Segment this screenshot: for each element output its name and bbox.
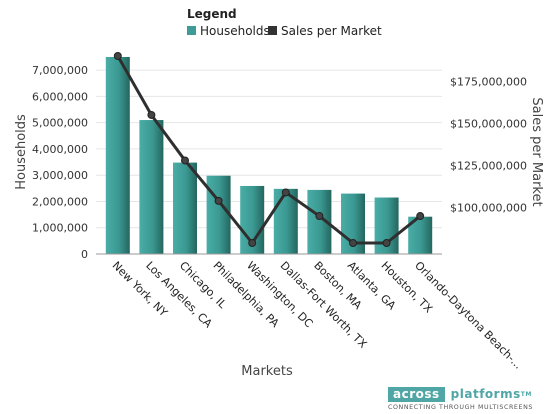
right-tick-label: $150,000,000 xyxy=(450,117,527,130)
logo-tm: TM xyxy=(520,391,532,398)
bar-households[interactable] xyxy=(206,175,231,254)
left-axis-title: Households xyxy=(14,114,29,190)
logo-tagline: CONNECTING THROUGH MULTISCREENS xyxy=(388,404,534,411)
logo-platforms-text: platforms xyxy=(450,387,521,401)
legend-swatch-sales xyxy=(268,26,277,35)
legend-swatch-households xyxy=(187,26,196,35)
sales-point[interactable] xyxy=(113,52,122,60)
sales-point[interactable] xyxy=(181,156,189,165)
left-tick-label: 0 xyxy=(81,248,88,261)
bar-households[interactable] xyxy=(139,120,164,254)
left-tick-label: 5,000,000 xyxy=(32,117,88,130)
sales-point[interactable] xyxy=(416,212,425,221)
legend-label-households[interactable]: Households xyxy=(200,24,270,38)
sales-point[interactable] xyxy=(315,212,324,221)
right-axis-title: Sales per Market xyxy=(529,97,544,206)
sales-point[interactable] xyxy=(147,110,156,119)
left-tick-label: 2,000,000 xyxy=(32,195,88,208)
legend: Legend Households Sales per Market xyxy=(187,7,382,38)
x-axis-title: Markets xyxy=(241,364,293,379)
right-axis-ticks: $100,000,000 $125,000,000 $150,000,000 $175… xyxy=(450,75,527,214)
sales-point[interactable] xyxy=(281,188,290,197)
sales-point[interactable] xyxy=(382,239,391,247)
legend-title: Legend xyxy=(187,7,237,21)
left-tick-label: 6,000,000 xyxy=(32,90,88,103)
right-tick-label: $125,000,000 xyxy=(450,160,527,173)
right-tick-label: $100,000,000 xyxy=(450,202,527,215)
sales-line xyxy=(116,55,422,245)
legend-label-sales[interactable]: Sales per Market xyxy=(281,24,382,38)
across-platforms-logo: across platformsTM CONNECTING THROUGH MU… xyxy=(388,387,552,411)
category-label: Orlando-Daytona Beach-... xyxy=(412,259,525,372)
line-series-sales xyxy=(113,52,425,247)
right-tick-label: $175,000,000 xyxy=(450,75,527,88)
left-tick-label: 1,000,000 xyxy=(32,222,88,235)
bar-series-households xyxy=(105,57,433,254)
logo-word-across: across xyxy=(388,387,445,402)
left-tick-label: 7,000,000 xyxy=(32,64,88,77)
sales-point[interactable] xyxy=(248,239,257,247)
left-tick-label: 3,000,000 xyxy=(32,169,88,182)
bar-households[interactable] xyxy=(173,162,197,254)
left-axis-ticks: 0 1,000,000 2,000,000 3,000,000 4,000,000 5,0… xyxy=(32,64,88,261)
sales-point[interactable] xyxy=(349,239,357,247)
logo-word-platforms: platformsTM xyxy=(445,387,532,402)
bar-households[interactable] xyxy=(105,57,130,254)
left-tick-label: 4,000,000 xyxy=(32,143,88,156)
sales-point[interactable] xyxy=(214,196,223,205)
